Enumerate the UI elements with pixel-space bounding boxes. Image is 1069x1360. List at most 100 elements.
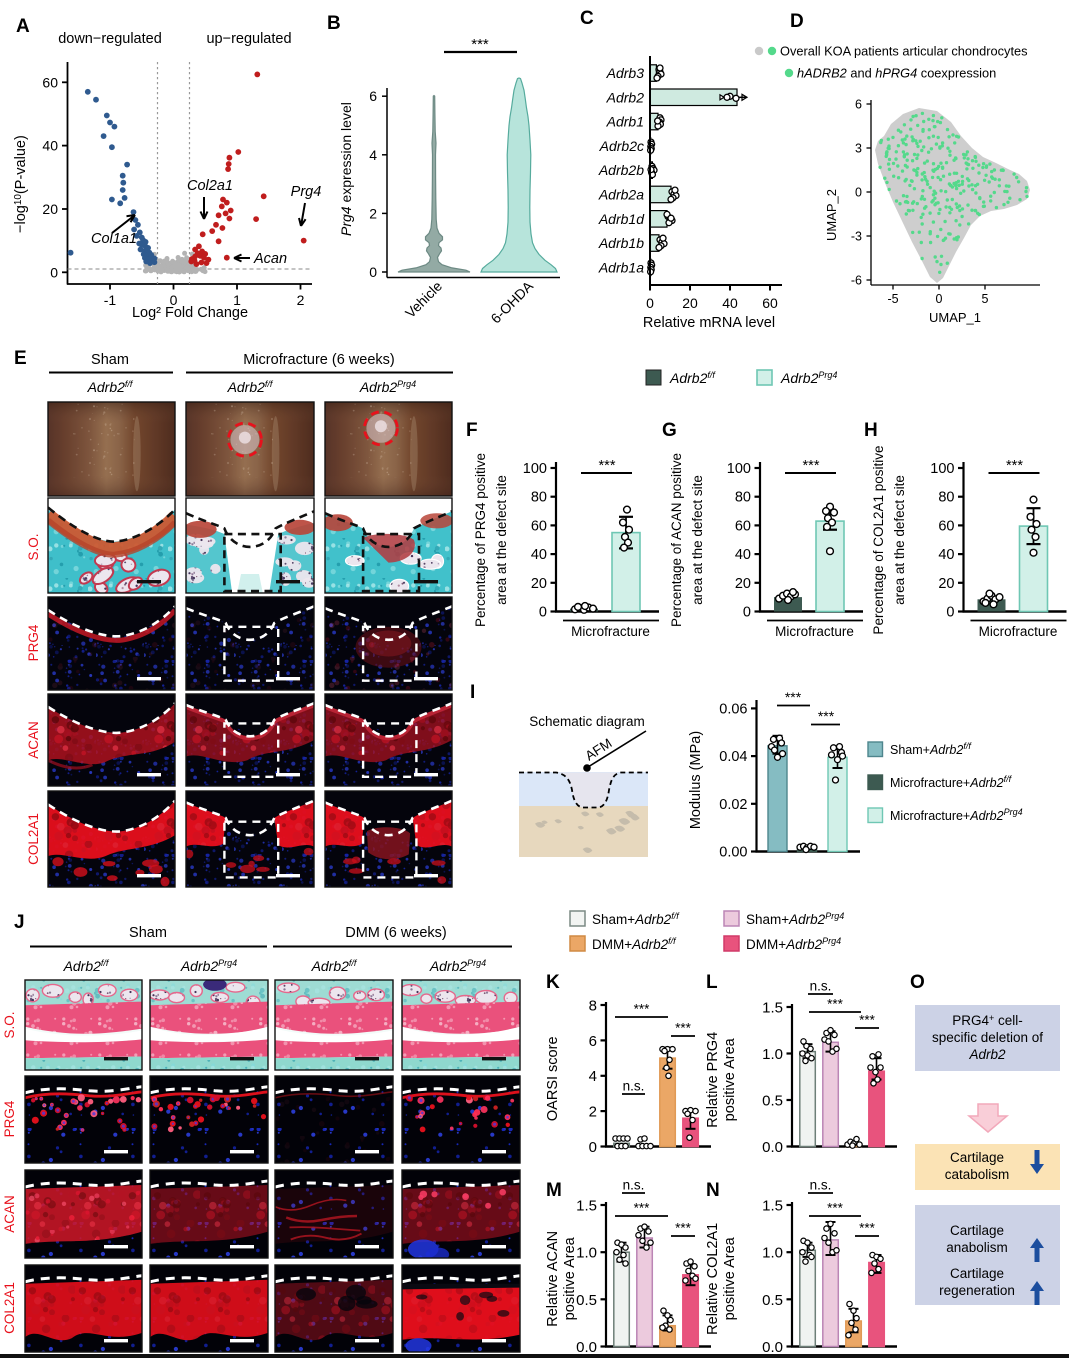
svg-text:3: 3 — [855, 142, 862, 156]
svg-text:OARSI score: OARSI score — [545, 1036, 561, 1121]
svg-text:1.5: 1.5 — [576, 1198, 597, 1215]
svg-text:-1: -1 — [104, 292, 117, 308]
svg-text:Relative PRG4: Relative PRG4 — [705, 1032, 721, 1128]
svg-text:Cartilage: Cartilage — [950, 1150, 1004, 1165]
svg-text:Adrb1: Adrb1 — [606, 114, 644, 130]
svg-text:Sham+Adrb2Prg4: Sham+Adrb2Prg4 — [746, 911, 844, 927]
svg-text:***: *** — [1006, 458, 1023, 474]
svg-text:−log10(P-value): −log10(P-value) — [13, 135, 29, 233]
svg-text:Relative COL2A1: Relative COL2A1 — [705, 1223, 721, 1335]
svg-text:***: *** — [827, 997, 844, 1012]
svg-text:n.s.: n.s. — [623, 1079, 645, 1094]
svg-text:DMM (6 weeks): DMM (6 weeks) — [345, 925, 447, 941]
svg-text:0: 0 — [170, 292, 178, 308]
svg-text:Col1a1: Col1a1 — [91, 231, 137, 247]
svg-text:N: N — [706, 1180, 720, 1201]
svg-text:100: 100 — [930, 461, 954, 477]
svg-text:***: *** — [859, 1221, 876, 1236]
svg-text:6: 6 — [589, 1033, 597, 1050]
svg-text:0: 0 — [743, 605, 751, 621]
svg-text:Prg4 expression level: Prg4 expression level — [338, 102, 354, 236]
svg-text:area at the defect site: area at the defect site — [690, 475, 705, 605]
svg-text:Adrb2f/f: Adrb2f/f — [311, 958, 358, 974]
svg-text:up−regulated: up−regulated — [206, 31, 291, 47]
svg-text:Microfracture: Microfracture — [979, 624, 1058, 639]
svg-text:Sham+Adrb2f/f: Sham+Adrb2f/f — [592, 911, 680, 927]
svg-text:D: D — [790, 11, 804, 32]
svg-text:1.0: 1.0 — [576, 1245, 597, 1262]
svg-text:60: 60 — [531, 518, 547, 534]
svg-text:0.04: 0.04 — [719, 749, 747, 765]
svg-text:0: 0 — [936, 292, 943, 306]
svg-text:-5: -5 — [887, 292, 898, 306]
svg-text:0: 0 — [539, 605, 547, 621]
svg-text:Adrb2f/f: Adrb2f/f — [63, 958, 110, 974]
svg-text:0.0: 0.0 — [762, 1339, 783, 1356]
svg-text:6: 6 — [369, 88, 377, 104]
svg-text:***: *** — [803, 458, 820, 474]
svg-text:M: M — [546, 1180, 562, 1201]
svg-text:20: 20 — [42, 201, 58, 217]
svg-text:O: O — [910, 972, 925, 993]
svg-text:Acan: Acan — [253, 251, 287, 267]
svg-text:Overall KOA patients articular: Overall KOA patients articular chondrocy… — [780, 44, 1028, 59]
svg-text:4: 4 — [589, 1068, 597, 1085]
svg-text:***: *** — [675, 1221, 692, 1236]
svg-text:40: 40 — [735, 547, 751, 563]
svg-text:DMM+Adrb2Prg4: DMM+Adrb2Prg4 — [746, 936, 841, 952]
svg-text:Percentage of ACAN positive: Percentage of ACAN positive — [669, 453, 684, 627]
svg-text:***: *** — [827, 1201, 844, 1216]
svg-text:80: 80 — [938, 490, 954, 506]
svg-text:catabolism: catabolism — [945, 1167, 1010, 1182]
svg-text:20: 20 — [682, 295, 698, 311]
svg-text:UMAP_1: UMAP_1 — [929, 310, 981, 325]
svg-text:Cartilage: Cartilage — [950, 1266, 1004, 1281]
svg-text:UMAP_2: UMAP_2 — [824, 189, 839, 241]
svg-text:60: 60 — [938, 518, 954, 534]
svg-text:Adrb2c: Adrb2c — [599, 138, 644, 154]
svg-text:8: 8 — [589, 998, 597, 1015]
svg-text:Adrb2: Adrb2 — [606, 89, 645, 105]
svg-text:Adrb2: Adrb2 — [968, 1047, 1006, 1062]
svg-text:0: 0 — [369, 264, 377, 280]
svg-text:0.5: 0.5 — [576, 1292, 597, 1309]
svg-text:Microfracture+Adrb2Prg4: Microfracture+Adrb2Prg4 — [890, 807, 1023, 823]
svg-text:C: C — [580, 8, 594, 29]
svg-text:anabolism: anabolism — [946, 1240, 1008, 1255]
svg-text:0.00: 0.00 — [719, 845, 747, 861]
svg-text:20: 20 — [531, 576, 547, 592]
svg-text:40: 40 — [531, 547, 547, 563]
svg-text:***: *** — [471, 36, 489, 53]
svg-text:0: 0 — [946, 605, 954, 621]
svg-text:Adrb1d: Adrb1d — [598, 211, 645, 227]
svg-text:Log² Fold Change: Log² Fold Change — [132, 305, 248, 321]
svg-text:0: 0 — [50, 264, 58, 280]
svg-text:***: *** — [675, 1021, 692, 1036]
svg-text:COL2A1: COL2A1 — [2, 1282, 17, 1334]
svg-text:B: B — [327, 13, 341, 34]
svg-text:2: 2 — [589, 1104, 597, 1121]
svg-text:60: 60 — [42, 74, 58, 90]
svg-text:Adrb2a: Adrb2a — [598, 187, 644, 203]
svg-text:COL2A1: COL2A1 — [26, 813, 41, 865]
svg-text:80: 80 — [735, 490, 751, 506]
svg-text:S.O.: S.O. — [26, 533, 41, 560]
svg-text:n.s.: n.s. — [810, 979, 832, 994]
svg-text:K: K — [546, 972, 560, 993]
svg-text:area at the defect site: area at the defect site — [494, 475, 509, 605]
svg-text:Sham+Adrb2f/f: Sham+Adrb2f/f — [890, 741, 972, 757]
svg-text:Microfracture+Adrb2f/f: Microfracture+Adrb2f/f — [890, 774, 1013, 790]
svg-text:Sham: Sham — [129, 925, 167, 941]
svg-text:2: 2 — [369, 205, 377, 221]
svg-text:1: 1 — [233, 292, 241, 308]
svg-text:Sham: Sham — [91, 352, 129, 368]
svg-text:2: 2 — [297, 292, 305, 308]
svg-text:Modulus (MPa): Modulus (MPa) — [688, 731, 704, 829]
svg-text:area at the defect site: area at the defect site — [892, 475, 907, 605]
svg-text:60: 60 — [735, 518, 751, 534]
svg-text:Microfracture: Microfracture — [775, 624, 854, 639]
svg-text:Adrb2b: Adrb2b — [598, 162, 644, 178]
svg-text:0.5: 0.5 — [762, 1093, 783, 1110]
svg-text:H: H — [864, 420, 878, 441]
svg-text:4: 4 — [369, 147, 377, 163]
